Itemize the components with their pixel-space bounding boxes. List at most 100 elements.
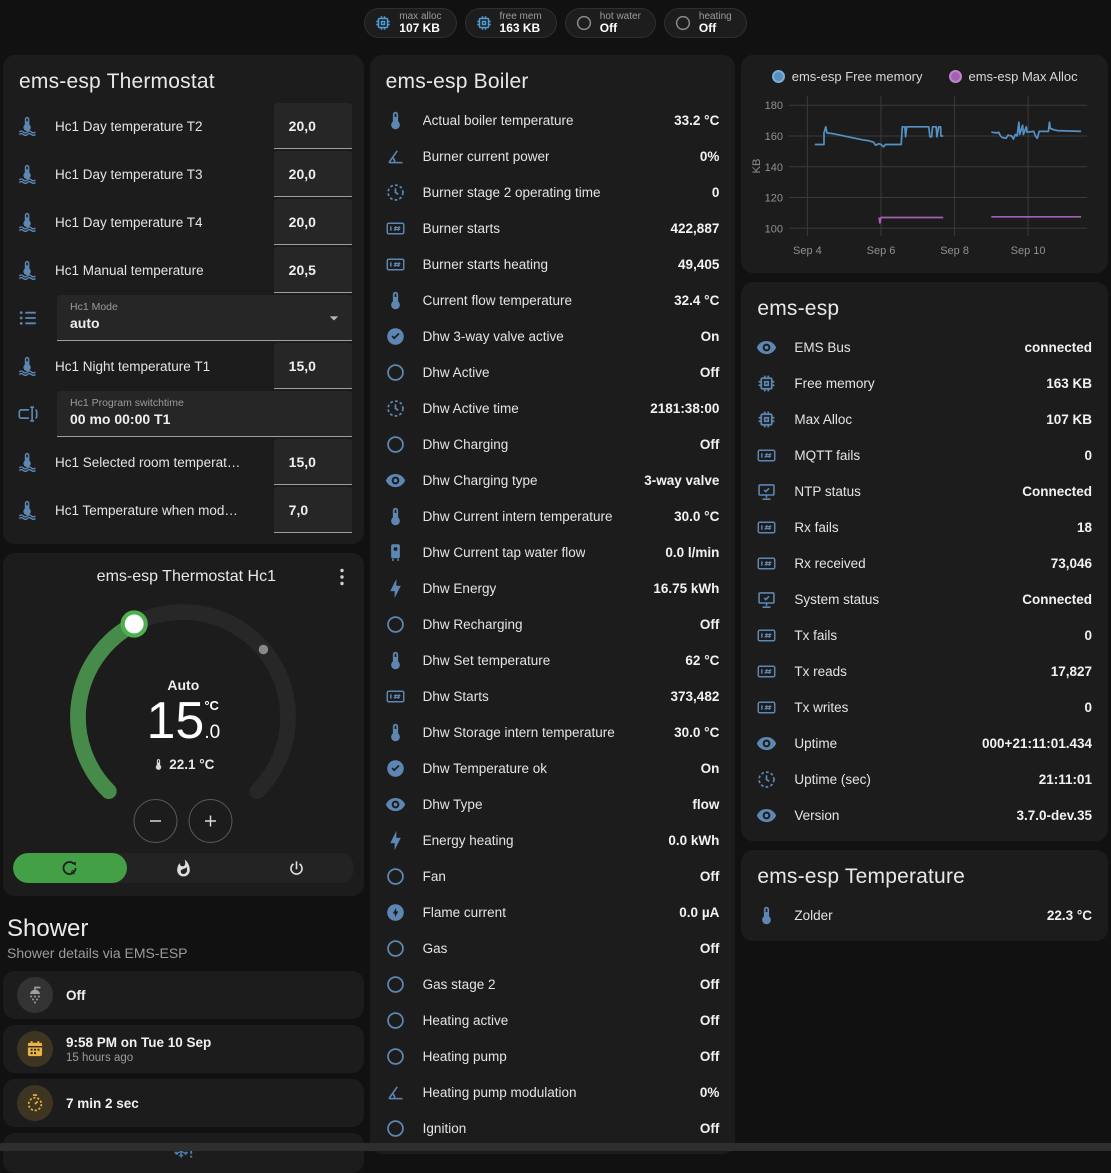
entity-row[interactable]: Dhw Charging type 3-way valve: [370, 462, 736, 498]
entity-row[interactable]: Burner current power 0%: [370, 138, 736, 174]
entity-value: 0.0 kWh: [658, 833, 719, 848]
entity-row[interactable]: Burner stage 2 operating time 0: [370, 174, 736, 210]
temperature-card: ems-esp Temperature Zolder 22.3 °C: [741, 850, 1108, 941]
thermostat-dial-card: ems-esp Thermostat Hc1 Auto 15 °C: [3, 553, 364, 896]
bottom-strip: [0, 1143, 1111, 1151]
entity-row[interactable]: Dhw Set temperature 62 °C: [370, 642, 736, 678]
entity-row[interactable]: Burner starts 422,887: [370, 210, 736, 246]
number-input[interactable]: 20,0: [274, 151, 352, 197]
number-input[interactable]: 7,0: [274, 487, 352, 533]
entity-value: 33.2 °C: [664, 113, 719, 128]
entity-row: Hc1 Mode auto: [3, 294, 364, 342]
entity-row[interactable]: Fan Off: [370, 858, 736, 894]
entity-row[interactable]: Gas Off: [370, 930, 736, 966]
entity-row[interactable]: Dhw Current intern temperature 30.0 °C: [370, 498, 736, 534]
entity-row[interactable]: Uptime (sec) 21:11:01: [741, 761, 1108, 797]
entity-row[interactable]: Dhw Starts 373,482: [370, 678, 736, 714]
entity-row[interactable]: Dhw Charging Off: [370, 426, 736, 462]
entity-row[interactable]: EMS Bus connected: [741, 329, 1108, 365]
number-input[interactable]: 15,0: [274, 343, 352, 389]
entity-row[interactable]: Dhw Active Off: [370, 354, 736, 390]
entity-value: 0: [1075, 448, 1093, 463]
status-badge[interactable]: free mem 163 KB: [465, 8, 557, 38]
entity-value: 2181:38:00: [640, 401, 719, 416]
entity-row[interactable]: Burner starts heating 49,405: [370, 246, 736, 282]
thermometer-icon: [756, 905, 777, 926]
entity-row[interactable]: Dhw Temperature ok On: [370, 750, 736, 786]
shower-row[interactable]: Off: [3, 971, 364, 1019]
entity-row[interactable]: Heating active Off: [370, 1002, 736, 1038]
hvac-mode-button[interactable]: [127, 853, 241, 883]
entity-row[interactable]: Rx received 73,046: [741, 545, 1108, 581]
number-input[interactable]: 20,0: [274, 199, 352, 245]
chart-legend: ems-esp Free memory ems-esp Max Alloc: [751, 63, 1098, 86]
entity-label: Dhw Charging: [423, 437, 509, 452]
entity-row[interactable]: Dhw Storage intern temperature 30.0 °C: [370, 714, 736, 750]
entity-row[interactable]: Tx reads 17,827: [741, 653, 1108, 689]
kebab-menu-icon[interactable]: [330, 565, 354, 589]
number-input[interactable]: 20,0: [274, 103, 352, 149]
increase-temp-button[interactable]: [189, 799, 233, 843]
entity-row[interactable]: Dhw Recharging Off: [370, 606, 736, 642]
shower-row[interactable]: 9:58 PM on Tue 10 Sep 15 hours ago: [3, 1025, 364, 1073]
entity-row[interactable]: Heating pump Off: [370, 1038, 736, 1074]
entity-row[interactable]: NTP status Connected: [741, 473, 1108, 509]
entity-row[interactable]: System status Connected: [741, 581, 1108, 617]
entity-value: Connected: [1012, 484, 1092, 499]
entity-row: Hc1 Day temperature T4 20,0: [3, 198, 364, 246]
circle-outline-icon: [385, 362, 406, 383]
entity-value: 21:11:01: [1029, 772, 1092, 787]
status-badge[interactable]: heating Off: [664, 8, 747, 38]
chevron-down-icon: [324, 308, 344, 328]
entity-row[interactable]: Max Alloc 107 KB: [741, 401, 1108, 437]
shower-alert-card[interactable]: [3, 1133, 364, 1173]
status-badge[interactable]: max alloc 107 KB: [364, 8, 456, 38]
entity-row[interactable]: Dhw Active time 2181:38:00: [370, 390, 736, 426]
entity-row[interactable]: Flame current 0.0 µA: [370, 894, 736, 930]
entity-row[interactable]: Zolder 22.3 °C: [741, 897, 1108, 933]
entity-row[interactable]: Current flow temperature 32.4 °C: [370, 282, 736, 318]
thermometer-icon: [385, 506, 406, 527]
legend-item[interactable]: ems-esp Max Alloc: [949, 69, 1078, 84]
entity-row[interactable]: Ignition Off: [370, 1110, 736, 1146]
entity-row[interactable]: Tx fails 0: [741, 617, 1108, 653]
entity-value: flow: [682, 797, 719, 812]
entity-value: 73,046: [1041, 556, 1092, 571]
current-temp-dot: [259, 645, 268, 654]
text-input[interactable]: Hc1 Program switchtime 00 mo 00:00 T1: [57, 391, 352, 437]
thermostat-dial[interactable]: Auto 15 °C .0 22.1 °C: [57, 591, 309, 843]
entity-row[interactable]: Dhw Current tap water flow 0.0 l/min: [370, 534, 736, 570]
entity-row[interactable]: Gas stage 2 Off: [370, 966, 736, 1002]
dial-handle[interactable]: [123, 612, 146, 635]
hvac-mode-button[interactable]: [240, 853, 354, 883]
entity-row[interactable]: Tx writes 0: [741, 689, 1108, 725]
entity-row[interactable]: MQTT fails 0: [741, 437, 1108, 473]
entity-row[interactable]: Dhw 3-way valve active On: [370, 318, 736, 354]
shower-row[interactable]: 7 min 2 sec: [3, 1079, 364, 1127]
decrease-temp-button[interactable]: [134, 799, 178, 843]
entity-row[interactable]: Free memory 163 KB: [741, 365, 1108, 401]
entity-label: Dhw Recharging: [423, 617, 523, 632]
field-label: Hc1 Mode: [70, 301, 322, 313]
entity-row[interactable]: Actual boiler temperature 33.2 °C: [370, 102, 736, 138]
memory-icon: [756, 409, 777, 430]
hvac-mode-button[interactable]: A: [13, 853, 127, 883]
entity-row[interactable]: Dhw Type flow: [370, 786, 736, 822]
legend-item[interactable]: ems-esp Free memory: [772, 69, 923, 84]
entity-row[interactable]: Version 3.7.0-dev.35: [741, 797, 1108, 833]
mode-select[interactable]: Hc1 Mode auto: [57, 295, 352, 341]
entity-label: Gas: [423, 941, 448, 956]
entity-label: Fan: [423, 869, 446, 884]
entity-row[interactable]: Heating pump modulation 0%: [370, 1074, 736, 1110]
eye-icon: [756, 733, 777, 754]
number-input[interactable]: 15,0: [274, 439, 352, 485]
entity-label: Hc1 Night temperature T1: [55, 359, 274, 374]
entity-row[interactable]: Dhw Energy 16.75 kWh: [370, 570, 736, 606]
format-list-icon: [17, 307, 39, 329]
entity-row[interactable]: Uptime 000+21:11:01.434: [741, 725, 1108, 761]
status-badge[interactable]: hot water Off: [565, 8, 656, 38]
entity-value: Off: [690, 977, 720, 992]
number-input[interactable]: 20,5: [274, 247, 352, 293]
entity-row[interactable]: Rx fails 18: [741, 509, 1108, 545]
entity-row[interactable]: Energy heating 0.0 kWh: [370, 822, 736, 858]
